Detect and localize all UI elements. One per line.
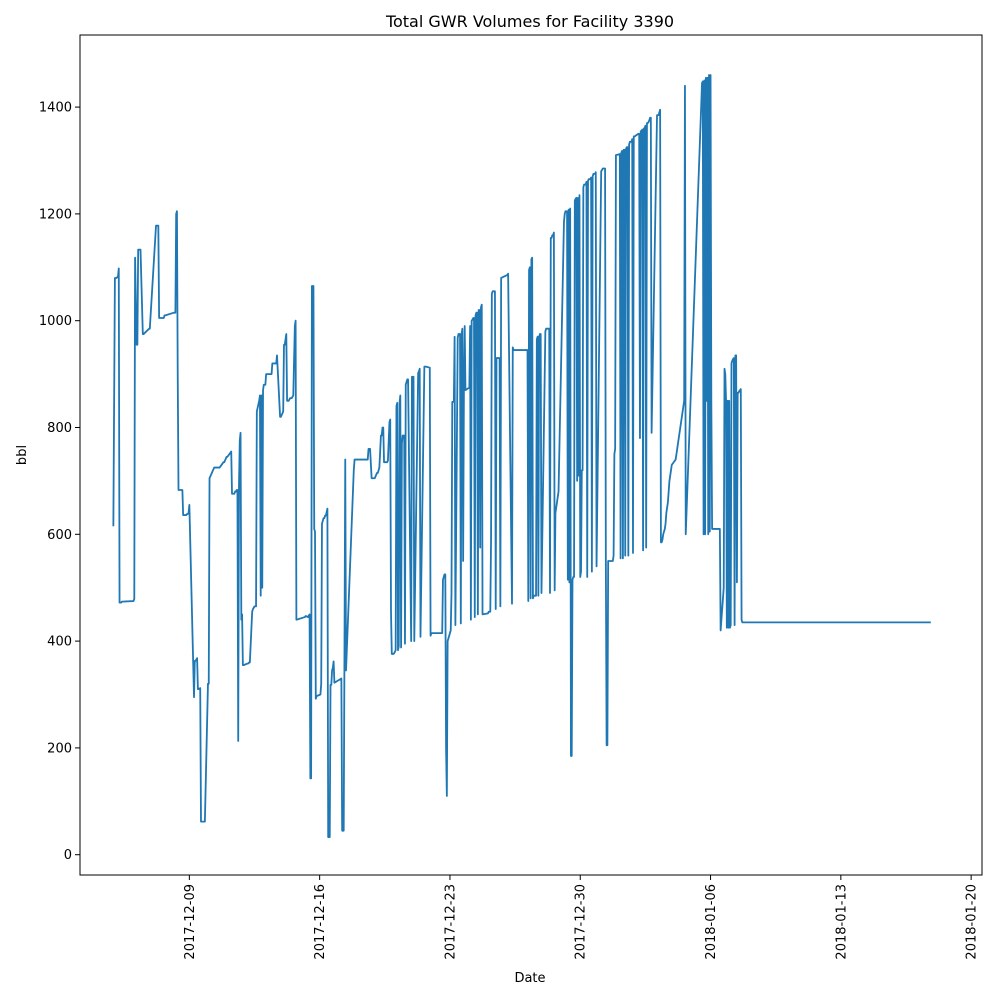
y-tick-label: 1400 [39, 101, 72, 116]
x-tick-label: 2018-01-13 [834, 884, 849, 960]
x-tick-label: 2018-01-20 [965, 884, 980, 960]
series-line [112, 74, 931, 838]
x-tick-label: 2017-12-16 [313, 884, 328, 960]
y-tick-label: 1000 [39, 314, 72, 329]
x-axis: 2017-12-09 2017-12-16 2017-12-23 2017-12-30… [183, 875, 980, 960]
x-tick-label: 2017-12-23 [443, 884, 458, 960]
x-axis-label: Date [514, 971, 545, 986]
y-tick-label: 600 [47, 528, 72, 543]
y-tick-label: 1200 [39, 207, 72, 222]
x-tick-label: 2018-01-06 [704, 884, 719, 960]
x-tick-label: 2017-12-09 [183, 884, 198, 960]
y-tick-label: 800 [47, 421, 72, 436]
y-tick-label: 200 [47, 741, 72, 756]
y-axis-label: bbl [15, 445, 30, 465]
y-tick-label: 400 [47, 635, 72, 650]
y-axis: 0 200 400 600 800 1000 1200 1400 [39, 101, 80, 863]
x-tick-label: 2017-12-30 [574, 884, 589, 960]
chart-title: Total GWR Volumes for Facility 3390 [385, 12, 674, 31]
y-tick-label: 0 [64, 848, 72, 863]
